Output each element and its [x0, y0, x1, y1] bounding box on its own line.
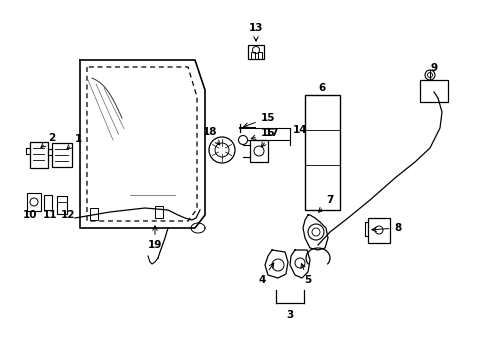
Bar — [305, 95, 339, 210]
Text: 18: 18 — [203, 127, 219, 145]
Text: 2: 2 — [41, 133, 56, 148]
Bar — [419, 80, 447, 102]
Bar — [249, 140, 267, 162]
Text: 7: 7 — [318, 195, 333, 212]
Text: 15: 15 — [243, 113, 275, 127]
Text: 5: 5 — [301, 264, 311, 285]
Text: 3: 3 — [286, 310, 293, 320]
Text: 12: 12 — [61, 210, 75, 220]
Text: 4: 4 — [258, 263, 273, 285]
Bar — [155, 206, 163, 218]
Bar — [57, 196, 67, 214]
Text: 9: 9 — [429, 63, 437, 73]
Text: 13: 13 — [248, 23, 263, 41]
Text: 6: 6 — [318, 83, 325, 93]
Text: 10: 10 — [23, 210, 37, 220]
Bar — [27, 193, 41, 211]
Bar — [367, 218, 389, 243]
Bar — [247, 45, 264, 59]
Bar — [90, 208, 98, 220]
Text: 8: 8 — [371, 223, 401, 233]
Bar — [258, 52, 262, 59]
Text: 17: 17 — [261, 128, 279, 147]
Bar — [52, 143, 72, 167]
Text: 14: 14 — [292, 125, 306, 135]
Text: 19: 19 — [147, 226, 162, 250]
Bar — [250, 52, 254, 59]
Text: 1: 1 — [67, 134, 81, 149]
Text: 16: 16 — [251, 128, 275, 139]
Text: 11: 11 — [42, 210, 57, 220]
Bar — [30, 142, 48, 168]
Bar — [44, 195, 52, 210]
